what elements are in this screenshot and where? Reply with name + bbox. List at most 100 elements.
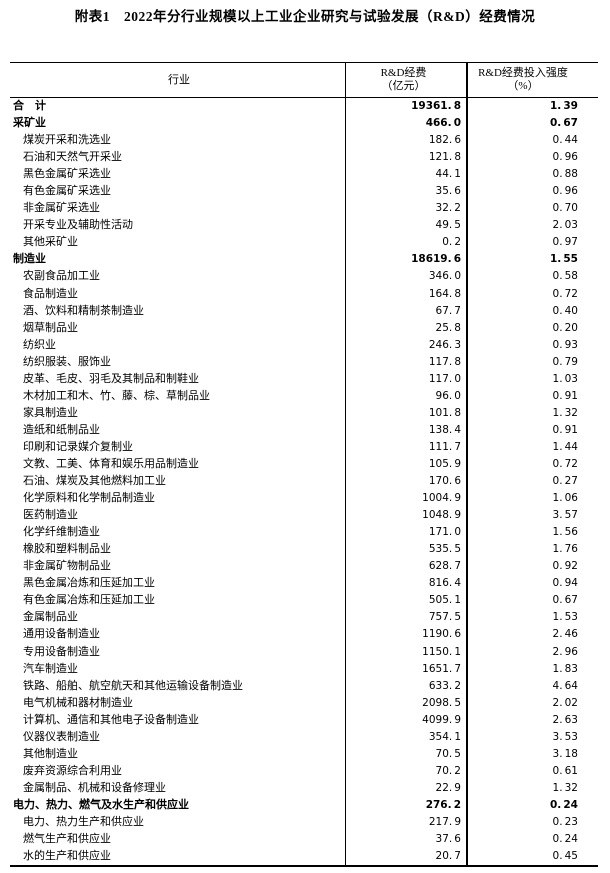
industry-cell: 采矿业 (13, 117, 46, 130)
intensity-cell: 3. 53 (466, 728, 598, 746)
expenditure-cell: 816. 4 (345, 575, 466, 593)
intensity-cell: 0. 72 (466, 285, 598, 303)
industry-cell: 纺织服装、服饰业 (23, 355, 111, 368)
intensity-cell: 3. 57 (466, 507, 598, 525)
industry-cell: 通用设备制造业 (23, 628, 100, 641)
table-row: 有色金属矿采选业 35. 6 0. 96 (10, 183, 598, 201)
table-row: 印刷和记录媒介复制业 111. 7 1. 44 (10, 438, 598, 456)
expenditure-cell: 117. 8 (345, 353, 466, 371)
intensity-cell: 1. 39 (466, 98, 598, 116)
expenditure-cell: 1150. 1 (345, 643, 466, 661)
industry-cell: 水的生产和供应业 (23, 850, 111, 863)
table-header-row: 行业 R&D经费 （亿元） R&D经费投入强度 （%） (10, 63, 598, 98)
table-row: 电力、热力生产和供应业 217. 9 0. 23 (10, 813, 598, 832)
table-row: 皮革、毛皮、羽毛及其制品和制鞋业 117. 0 1. 03 (10, 370, 598, 388)
expenditure-cell: 37. 6 (345, 831, 466, 849)
table-row: 木材加工和木、竹、藤、棕、草制品业 96. 0 0. 91 (10, 387, 598, 405)
intensity-cell: 0. 92 (466, 558, 598, 576)
intensity-cell: 0. 44 (466, 132, 598, 150)
table-row: 其他制造业 70. 5 3. 18 (10, 745, 598, 763)
expenditure-cell: 182. 6 (345, 132, 466, 150)
table-row: 燃气生产和供应业 37. 6 0. 24 (10, 831, 598, 849)
intensity-cell: 0. 96 (466, 149, 598, 167)
table-row: 纺织服装、服饰业 117. 8 0. 79 (10, 353, 598, 371)
table-row: 石油和天然气开采业 121. 8 0. 96 (10, 149, 598, 167)
expenditure-cell: 35. 6 (345, 183, 466, 201)
industry-cell: 石油、煤炭及其他燃料加工业 (23, 475, 166, 488)
expenditure-cell: 111. 7 (345, 438, 466, 456)
table-row: 文教、工美、体育和娱乐用品制造业 105. 9 0. 72 (10, 455, 598, 474)
industry-cell: 其他制造业 (23, 747, 78, 760)
industry-cell: 合 计 (13, 100, 46, 112)
expenditure-cell: 0. 2 (345, 234, 466, 252)
table-row: 合 计 19361. 8 1. 39 (10, 98, 598, 116)
intensity-cell: 0. 67 (466, 592, 598, 610)
industry-cell: 有色金属冶炼和压延加工业 (23, 594, 155, 607)
expenditure-cell: 170. 6 (345, 473, 466, 491)
table-row: 铁路、船舶、航空航天和其他运输设备制造业 633. 2 4. 64 (10, 677, 598, 695)
expenditure-cell: 217. 9 (345, 813, 466, 832)
table-row: 水的生产和供应业 20. 7 0. 45 (10, 848, 598, 866)
intensity-cell: 0. 96 (466, 183, 598, 201)
industry-cell: 家具制造业 (23, 406, 78, 419)
intensity-cell: 0. 79 (466, 353, 598, 371)
expenditure-cell: 628. 7 (345, 558, 466, 576)
expenditure-cell: 32. 2 (345, 200, 466, 218)
expenditure-cell: 164. 8 (345, 285, 466, 303)
header-industry-label: 行业 (168, 73, 190, 86)
intensity-cell: 1. 76 (466, 541, 598, 559)
expenditure-cell: 96. 0 (345, 387, 466, 405)
intensity-cell: 1. 44 (466, 438, 598, 456)
industry-cell: 文教、工美、体育和娱乐用品制造业 (23, 457, 199, 470)
table-row: 食品制造业 164. 8 0. 72 (10, 285, 598, 303)
intensity-cell: 0. 23 (466, 813, 598, 832)
intensity-cell: 2. 03 (466, 217, 598, 235)
industry-cell: 皮革、毛皮、羽毛及其制品和制鞋业 (23, 372, 199, 385)
page-title: 附表1 2022年分行业规模以上工业企业研究与试验发展（R&D）经费情况 (74, 9, 536, 24)
intensity-cell: 0. 91 (466, 387, 598, 405)
table-row: 农副食品加工业 346. 0 0. 58 (10, 268, 598, 286)
industry-cell: 化学原料和化学制品制造业 (23, 492, 155, 505)
table-row: 金属制品业 757. 5 1. 53 (10, 609, 598, 627)
intensity-cell: 1. 06 (466, 490, 598, 508)
expenditure-cell: 505. 1 (345, 592, 466, 610)
table-row: 汽车制造业 1651. 7 1. 83 (10, 660, 598, 678)
industry-cell: 开采专业及辅助性活动 (23, 219, 133, 232)
table-row: 化学纤维制造业 171. 0 1. 56 (10, 524, 598, 542)
table-row: 制造业 18619. 6 1. 55 (10, 251, 598, 269)
industry-cell: 化学纤维制造业 (23, 526, 100, 539)
intensity-cell: 1. 32 (466, 779, 598, 797)
header-expenditure: R&D经费 （亿元） (345, 63, 466, 97)
industry-cell: 农副食品加工业 (23, 270, 100, 283)
expenditure-cell: 117. 0 (345, 370, 466, 388)
intensity-cell: 1. 55 (466, 251, 598, 269)
intensity-cell: 0. 97 (466, 234, 598, 252)
intensity-cell: 0. 40 (466, 302, 598, 320)
industry-cell: 金属制品业 (23, 611, 78, 624)
table-row: 橡胶和塑料制品业 535. 5 1. 76 (10, 541, 598, 559)
table-body: 合 计 19361. 8 1. 39 采矿业 466. 0 0. 67 煤炭开采和洗选业 18… (10, 98, 598, 866)
table-row: 废弃资源综合利用业 70. 2 0. 61 (10, 762, 598, 780)
industry-cell: 造纸和纸制品业 (23, 423, 100, 436)
intensity-cell: 0. 58 (466, 268, 598, 286)
intensity-cell: 1. 56 (466, 524, 598, 542)
table-row: 化学原料和化学制品制造业 1004. 9 1. 06 (10, 490, 598, 508)
expenditure-cell: 20. 7 (345, 848, 466, 866)
intensity-cell: 0. 20 (466, 319, 598, 337)
intensity-cell: 1. 03 (466, 370, 598, 388)
table-row: 通用设备制造业 1190. 6 2. 46 (10, 626, 598, 644)
intensity-cell: 0. 88 (466, 166, 598, 184)
intensity-cell: 0. 61 (466, 762, 598, 780)
expenditure-cell: 121. 8 (345, 149, 466, 167)
expenditure-cell: 346. 0 (345, 268, 466, 286)
expenditure-cell: 466. 0 (345, 115, 466, 133)
industry-cell: 橡胶和塑料制品业 (23, 543, 111, 556)
intensity-cell: 2. 63 (466, 711, 598, 729)
intensity-cell: 1. 53 (466, 609, 598, 627)
table-row: 有色金属冶炼和压延加工业 505. 1 0. 67 (10, 592, 598, 610)
table-row: 纺织业 246. 3 0. 93 (10, 336, 598, 354)
header-intensity-line1: R&D经费投入强度 (478, 67, 568, 79)
expenditure-cell: 535. 5 (345, 541, 466, 559)
expenditure-cell: 1048. 9 (345, 507, 466, 525)
table-row: 家具制造业 101. 8 1. 32 (10, 404, 598, 422)
